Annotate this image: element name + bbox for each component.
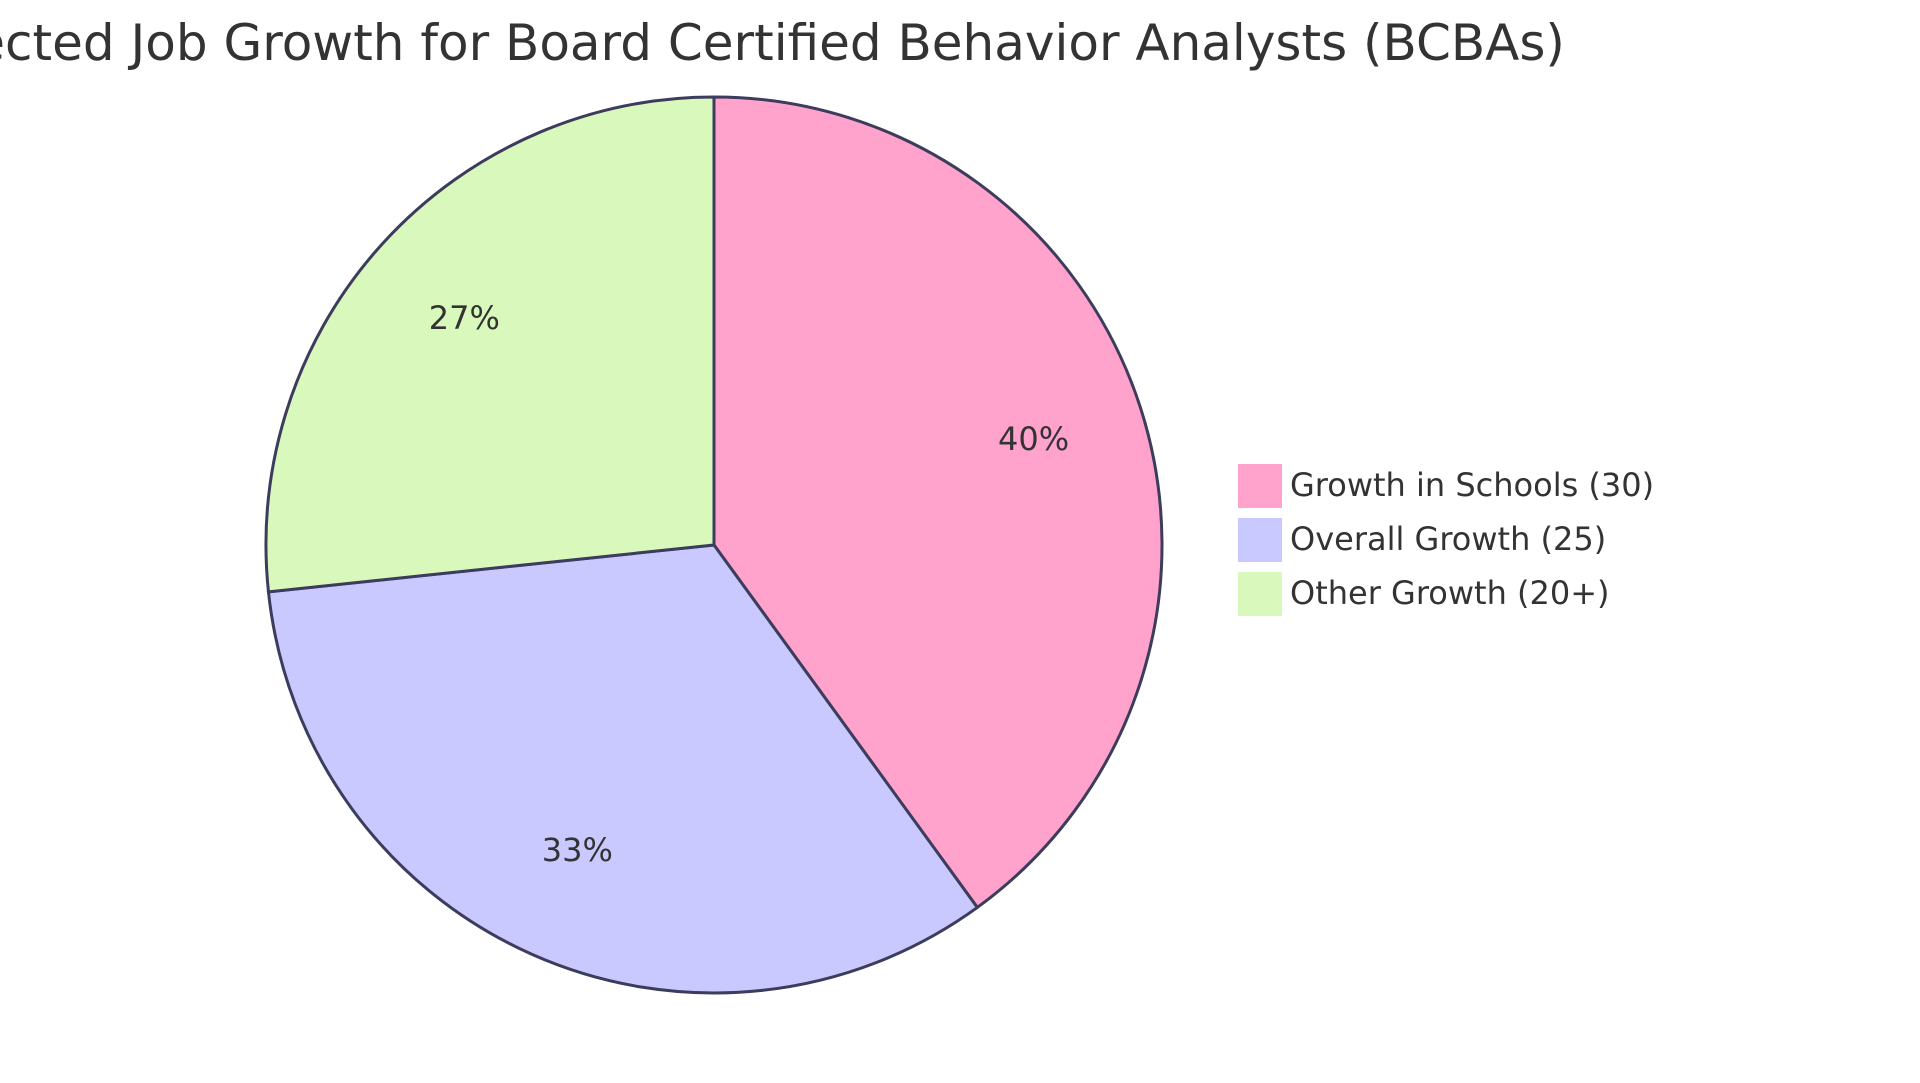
- pie-slice-labels: 40% 33% 27%: [429, 299, 1069, 869]
- legend-swatch: [1238, 572, 1282, 616]
- pie-slice-2: [266, 543, 980, 995]
- pie-slice-1: [712, 95, 1164, 910]
- pie-slices: [264, 95, 1164, 995]
- legend-swatch: [1238, 518, 1282, 562]
- chart-title: Projected Job Growth for Board Certified…: [0, 14, 1565, 72]
- slice-percent-label: 27%: [429, 299, 500, 337]
- pie-slice-3: [264, 95, 716, 594]
- legend-swatch: [1238, 464, 1282, 508]
- slice-percent-label: 40%: [998, 420, 1069, 458]
- legend-label: Growth in Schools (30): [1290, 466, 1654, 504]
- legend-label: Overall Growth (25): [1290, 520, 1606, 558]
- legend-label: Other Growth (20+): [1290, 574, 1610, 612]
- slice-percent-label: 33%: [542, 831, 613, 869]
- legend: Growth in Schools (30) Overall Growth (25…: [1238, 464, 1654, 616]
